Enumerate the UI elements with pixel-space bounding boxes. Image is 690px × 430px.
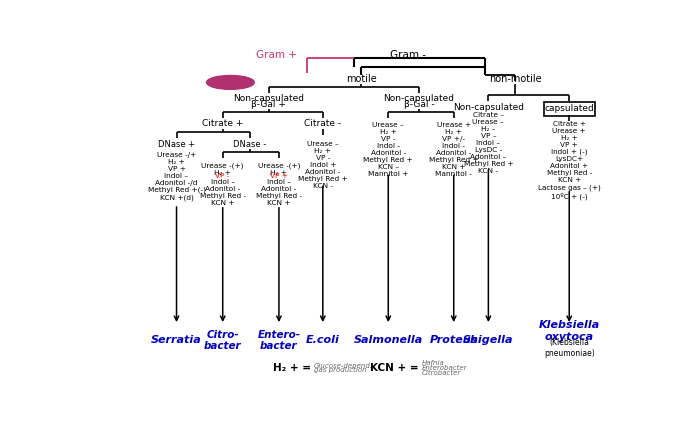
Text: KCN + =: KCN + = xyxy=(371,363,419,373)
Text: gas production: gas production xyxy=(313,367,366,373)
Text: Non-capsulated: Non-capsulated xyxy=(453,102,524,111)
Text: VP +: VP + xyxy=(270,173,288,179)
Text: Citrate +: Citrate + xyxy=(202,120,244,129)
Text: H₂ + =: H₂ + = xyxy=(273,363,311,373)
Text: β-Gal +: β-Gal + xyxy=(251,100,286,109)
Text: Citrobacter: Citrobacter xyxy=(422,370,461,376)
Text: Proteus: Proteus xyxy=(430,335,478,345)
Text: Citro-
bacter: Citro- bacter xyxy=(204,329,241,351)
Text: Klebsiella
oxytoca: Klebsiella oxytoca xyxy=(539,320,600,342)
Text: Gram -: Gram - xyxy=(390,50,426,60)
Text: Urease -/+
H₂ +
VP +
Indol –
Adonitol -/d
Methyl Red +(-)
KCN +(d): Urease -/+ H₂ + VP + Indol – Adonitol -/… xyxy=(148,152,206,201)
Text: Non-capsulated: Non-capsulated xyxy=(384,94,455,103)
Ellipse shape xyxy=(206,76,255,89)
Text: E.coli: E.coli xyxy=(306,335,339,345)
Text: Citrate -: Citrate - xyxy=(304,120,342,129)
Text: Hafnia: Hafnia xyxy=(422,360,444,366)
Text: capsulated: capsulated xyxy=(544,104,594,113)
Text: Indol –
Adonitol -
Methyl Red -
KCN +: Indol – Adonitol - Methyl Red - KCN + xyxy=(199,178,246,206)
Text: Citrate +
Urease +
H₂ +
VP +
Indol + (-)
LysDC+
Adonitol +
Methyl Red -
KCN +
La: Citrate + Urease + H₂ + VP + Indol + (-)… xyxy=(538,121,600,200)
Text: Citrate –
Urease –
H₂ –
VP –
Indol –
LysDC -
Adonitol –
Methyl Red +
KCN -: Citrate – Urease – H₂ – VP – Indol – Lys… xyxy=(464,112,513,174)
Text: Urease –
H₂ +
VP -
Indol -
Adonitol -
Methyl Red +
KCN –
Mannitol +: Urease – H₂ + VP - Indol - Adonitol - Me… xyxy=(364,123,413,178)
Text: Shigella: Shigella xyxy=(463,335,513,345)
FancyBboxPatch shape xyxy=(544,101,595,116)
Text: Enterobacter: Enterobacter xyxy=(422,365,467,371)
Text: Indol –
Adonitol -
Methyl Red -
KCN +: Indol – Adonitol - Methyl Red - KCN + xyxy=(256,178,302,206)
Text: DNase -: DNase - xyxy=(233,139,266,148)
Text: non-motile: non-motile xyxy=(489,74,542,84)
Text: Urease -(+)
H₂ +: Urease -(+) H₂ + xyxy=(257,163,300,176)
Text: (Klebsiella
pneumoniae): (Klebsiella pneumoniae) xyxy=(544,338,595,358)
Text: motile: motile xyxy=(346,74,377,84)
Text: Entero-
bacter: Entero- bacter xyxy=(257,329,300,351)
Text: DNase +: DNase + xyxy=(158,139,195,148)
Text: β-Gal -: β-Gal - xyxy=(404,100,435,109)
Text: Non-capsulated: Non-capsulated xyxy=(233,94,304,103)
Text: Urease -(+)
H₂ +: Urease -(+) H₂ + xyxy=(201,163,244,176)
Text: Gram +: Gram + xyxy=(256,50,297,60)
Text: Urease +
H₂ +
VP +/-
Indol -
Adonitol -
Methyl Red +
KCN +
Mannitol -: Urease + H₂ + VP +/- Indol - Adonitol - … xyxy=(429,123,479,178)
Text: Serratia: Serratia xyxy=(151,335,202,345)
Text: Salmonella: Salmonella xyxy=(354,335,423,345)
Text: Glucose-depend.: Glucose-depend. xyxy=(313,363,373,369)
Text: Urease –
H₂ +
VP -
Indol +
Adonitol -
Methyl Red +
KCN -: Urease – H₂ + VP - Indol + Adonitol - Me… xyxy=(298,141,348,189)
Text: VP -: VP - xyxy=(215,173,230,179)
